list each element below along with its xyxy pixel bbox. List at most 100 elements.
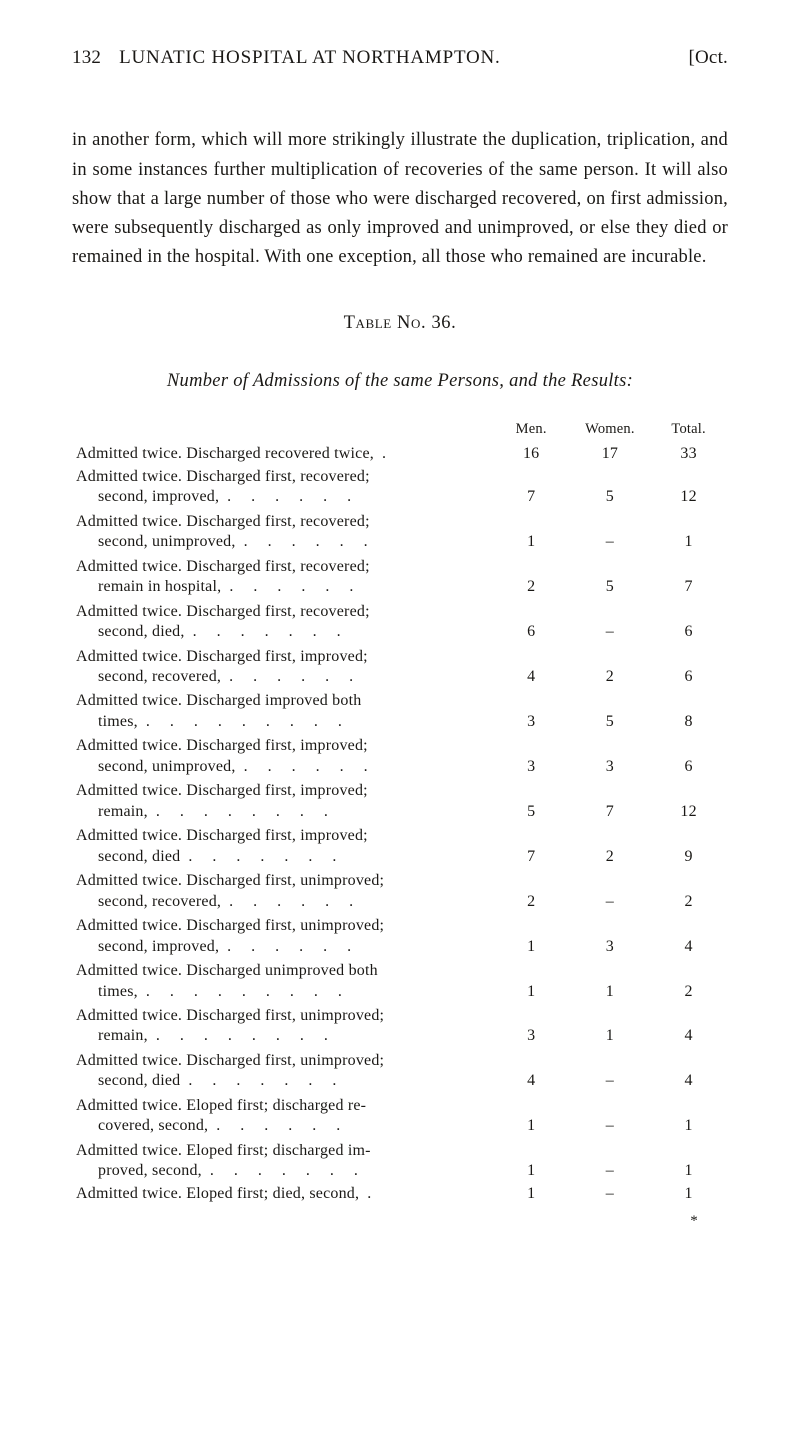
row-desc-line1: Admitted twice. Discharged first, recove… bbox=[76, 557, 370, 577]
table-row: Admitted twice. Discharged unimproved bo… bbox=[72, 959, 728, 1004]
row-desc-line1: Admitted twice. Discharged first, unimpr… bbox=[76, 916, 384, 936]
table-body: Admitted twice. Discharged recovered twi… bbox=[72, 444, 728, 1204]
col-total: Total. bbox=[649, 420, 728, 445]
table-row: Admitted twice. Discharged first, unimpr… bbox=[72, 869, 728, 914]
cell-men: 6 bbox=[492, 600, 571, 645]
cell-total: 2 bbox=[649, 959, 728, 1004]
cell-men: 1 bbox=[492, 1094, 571, 1139]
table-caption: Number of Admissions of the same Persons… bbox=[72, 370, 728, 394]
row-description: Admitted twice. Discharged first, improv… bbox=[72, 645, 492, 690]
row-description: Admitted twice. Discharged first, improv… bbox=[72, 824, 492, 869]
row-description: Admitted twice. Eloped first; discharged… bbox=[72, 1139, 492, 1184]
leader-dots: . . . . . . . bbox=[180, 1071, 344, 1091]
cell-total: 1 bbox=[649, 1094, 728, 1139]
row-desc-line2: second, recovered, bbox=[76, 892, 221, 912]
cell-men: 3 bbox=[492, 689, 571, 734]
row-desc-line1: Admitted twice. Discharged first, unimpr… bbox=[76, 871, 384, 891]
cell-total: 12 bbox=[649, 465, 728, 510]
table-row: Admitted twice. Discharged first, recove… bbox=[72, 600, 728, 645]
page-number: 132 bbox=[72, 46, 101, 70]
row-desc-line2: second, died bbox=[76, 847, 180, 867]
leader-dots: . . . . . . bbox=[236, 757, 376, 777]
leader-dots: . . . . . . . . . bbox=[138, 712, 350, 732]
row-desc-line2: second, died bbox=[76, 1071, 180, 1091]
row-desc-line1: Admitted twice. Discharged improved both bbox=[76, 691, 361, 711]
table-row: Admitted twice. Discharged first, recove… bbox=[72, 510, 728, 555]
row-desc-line2: second, improved, bbox=[76, 487, 219, 507]
row-description: Admitted twice. Discharged first, unimpr… bbox=[72, 1004, 492, 1049]
row-description: Admitted twice. Discharged first, unimpr… bbox=[72, 1049, 492, 1094]
row-desc-line1: Admitted twice. Eloped first; died, seco… bbox=[76, 1184, 359, 1204]
cell-women: 3 bbox=[571, 914, 650, 959]
cell-women: – bbox=[571, 1139, 650, 1184]
cell-total: 33 bbox=[649, 444, 728, 464]
table-row: Admitted twice. Discharged first, improv… bbox=[72, 645, 728, 690]
cell-men: 7 bbox=[492, 465, 571, 510]
row-desc-line1: Admitted twice. Discharged first, recove… bbox=[76, 512, 370, 532]
table-row: Admitted twice. Discharged first, unimpr… bbox=[72, 1049, 728, 1094]
leader-dots: . . . . . . bbox=[221, 667, 361, 687]
cell-women: 7 bbox=[571, 779, 650, 824]
cell-women: 2 bbox=[571, 824, 650, 869]
table-label: Table No. 36. bbox=[72, 312, 728, 336]
row-desc-line2: second, died, bbox=[76, 622, 185, 642]
cell-men: 1 bbox=[492, 914, 571, 959]
leader-dots: . . . . . . . . . bbox=[138, 982, 350, 1002]
row-desc-line2: remain, bbox=[76, 802, 148, 822]
leader-dots: . . . . . . bbox=[219, 937, 359, 957]
table-row: Admitted twice. Discharged first, improv… bbox=[72, 824, 728, 869]
cell-total: 1 bbox=[649, 1139, 728, 1184]
cell-total: 9 bbox=[649, 824, 728, 869]
cell-men: 1 bbox=[492, 1139, 571, 1184]
cell-total: 12 bbox=[649, 779, 728, 824]
row-desc-line2: second, unimproved, bbox=[76, 532, 236, 552]
row-description: Admitted twice. Discharged recovered twi… bbox=[72, 444, 492, 464]
cell-total: 6 bbox=[649, 734, 728, 779]
cell-men: 1 bbox=[492, 959, 571, 1004]
table-row: Admitted twice. Eloped first; died, seco… bbox=[72, 1184, 728, 1204]
leader-dots: . . . . . . . bbox=[180, 847, 344, 867]
col-women: Women. bbox=[571, 420, 650, 445]
body-paragraph: in another form, which will more strikin… bbox=[72, 126, 728, 272]
cell-men: 2 bbox=[492, 869, 571, 914]
row-desc-line2: second, unimproved, bbox=[76, 757, 236, 777]
row-desc-line1: Admitted twice. Discharged recovered twi… bbox=[76, 444, 374, 464]
table-row: Admitted twice. Discharged first, unimpr… bbox=[72, 914, 728, 959]
cell-total: 4 bbox=[649, 914, 728, 959]
cell-women: 5 bbox=[571, 465, 650, 510]
row-description: Admitted twice. Eloped first; discharged… bbox=[72, 1094, 492, 1139]
cell-women: – bbox=[571, 869, 650, 914]
row-description: Admitted twice. Discharged first, improv… bbox=[72, 779, 492, 824]
row-description: Admitted twice. Discharged first, improv… bbox=[72, 734, 492, 779]
row-desc-line1: Admitted twice. Discharged first, unimpr… bbox=[76, 1051, 384, 1071]
leader-dots: . . . . . . . . bbox=[148, 1026, 336, 1046]
leader-dots: . . . . . . . . bbox=[148, 802, 336, 822]
footnote-marker: * bbox=[72, 1212, 728, 1231]
cell-women: 17 bbox=[571, 444, 650, 464]
cell-men: 3 bbox=[492, 1004, 571, 1049]
cell-total: 4 bbox=[649, 1004, 728, 1049]
col-men: Men. bbox=[492, 420, 571, 445]
cell-women: 2 bbox=[571, 645, 650, 690]
table-row: Admitted twice. Discharged first, recove… bbox=[72, 465, 728, 510]
results-table: Men. Women. Total. Admitted twice. Disch… bbox=[72, 420, 728, 1204]
row-desc-line1: Admitted twice. Eloped first; discharged… bbox=[76, 1096, 366, 1116]
row-desc-line1: Admitted twice. Discharged first, improv… bbox=[76, 826, 368, 846]
row-description: Admitted twice. Discharged improved both… bbox=[72, 689, 492, 734]
row-desc-line2: remain, bbox=[76, 1026, 148, 1046]
leader-dots: . . . . . . bbox=[236, 532, 376, 552]
leader-dots: . bbox=[374, 444, 394, 464]
row-description: Admitted twice. Discharged first, recove… bbox=[72, 600, 492, 645]
cell-men: 3 bbox=[492, 734, 571, 779]
cell-women: – bbox=[571, 1094, 650, 1139]
table-row: Admitted twice. Discharged recovered twi… bbox=[72, 444, 728, 464]
row-desc-line2: times, bbox=[76, 712, 138, 732]
cell-men: 1 bbox=[492, 510, 571, 555]
leader-dots: . . . . . . . bbox=[202, 1161, 366, 1181]
cell-men: 4 bbox=[492, 645, 571, 690]
row-desc-line1: Admitted twice. Discharged unimproved bo… bbox=[76, 961, 378, 981]
leader-dots: . . . . . . . bbox=[185, 622, 349, 642]
table-row: Admitted twice. Discharged improved both… bbox=[72, 689, 728, 734]
table-header-row: Men. Women. Total. bbox=[72, 420, 728, 445]
row-description: Admitted twice. Discharged first, recove… bbox=[72, 510, 492, 555]
